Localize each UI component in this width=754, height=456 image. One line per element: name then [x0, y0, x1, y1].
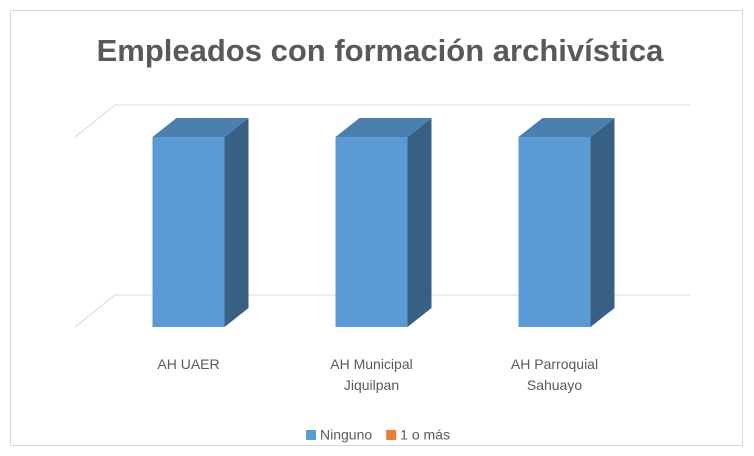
bar-front: [335, 137, 408, 327]
bar: [152, 118, 249, 327]
bar-front: [152, 137, 225, 327]
bar: [335, 118, 432, 327]
bar-side: [590, 118, 615, 327]
bar: [518, 118, 615, 327]
chart-title: Empleados con formación archivística: [97, 33, 665, 68]
bar-top: [335, 118, 432, 137]
legend-label: Ninguno: [320, 427, 372, 443]
legend-swatch: [386, 430, 397, 440]
x-tick-label: AH Parroquial Sahuayo: [510, 356, 599, 393]
bar-side: [407, 118, 432, 327]
bar-side: [224, 118, 249, 327]
bar-front: [518, 137, 591, 327]
x-tick-label: AH UAER: [157, 356, 220, 372]
legend-swatch: [306, 430, 316, 440]
bar-top: [518, 118, 615, 137]
grid-line: [74, 104, 116, 138]
legend-label: 1 o más: [400, 427, 450, 443]
grid-line: [74, 294, 116, 328]
bar-top: [152, 118, 249, 137]
x-tick-label: AH Municipal Jiquilpan: [330, 356, 413, 393]
